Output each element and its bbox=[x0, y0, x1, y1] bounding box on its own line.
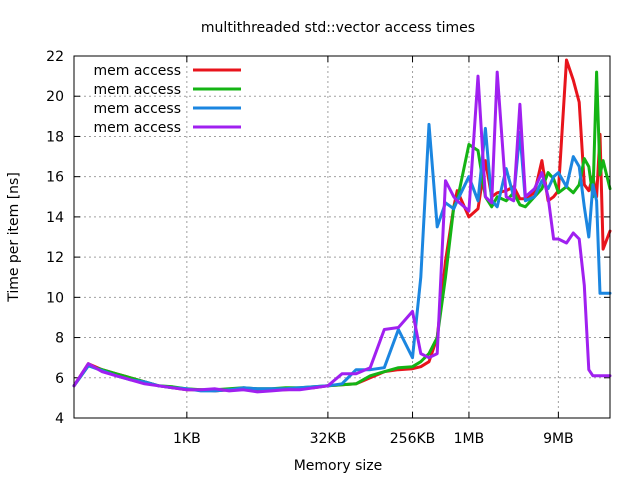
x-tick-label: 1MB bbox=[454, 431, 485, 447]
y-tick-label: 16 bbox=[46, 170, 64, 186]
legend-label: mem access bbox=[93, 82, 181, 98]
x-tick-label: 32KB bbox=[310, 431, 347, 447]
legend-label: mem access bbox=[93, 63, 181, 79]
y-axis: 4 6 8 10 12 14 16 18 20 22 bbox=[46, 49, 610, 427]
y-tick-label: 4 bbox=[55, 411, 64, 427]
x-tick-label: 9MB bbox=[543, 431, 574, 447]
plot-series bbox=[72, 58, 612, 394]
x-axis-label: Memory size bbox=[294, 458, 383, 474]
y-tick-label: 22 bbox=[46, 49, 64, 65]
x-axis: 1KB 32KB 256KB 1MB 9MB bbox=[173, 56, 574, 447]
plot-frame bbox=[73, 55, 611, 419]
y-tick-label: 18 bbox=[46, 129, 64, 145]
legend-label: mem access bbox=[93, 120, 181, 136]
y-tick-label: 14 bbox=[46, 210, 64, 226]
y-tick-label: 10 bbox=[46, 290, 64, 306]
y-tick-label: 12 bbox=[46, 250, 64, 266]
x-tick-label: 256KB bbox=[390, 431, 436, 447]
y-tick-label: 6 bbox=[55, 371, 64, 387]
x-tick-label: 1KB bbox=[173, 431, 201, 447]
y-tick-label: 20 bbox=[46, 89, 64, 105]
series-line-3 bbox=[72, 122, 612, 393]
legend: mem access mem access mem access mem access bbox=[93, 63, 241, 136]
y-tick-label: 8 bbox=[55, 331, 64, 347]
legend-label: mem access bbox=[93, 101, 181, 117]
y-axis-label: Time per item [ns] bbox=[6, 172, 22, 303]
series-line-4 bbox=[72, 70, 612, 394]
chart-title: multithreaded std::vector access times bbox=[201, 20, 475, 36]
